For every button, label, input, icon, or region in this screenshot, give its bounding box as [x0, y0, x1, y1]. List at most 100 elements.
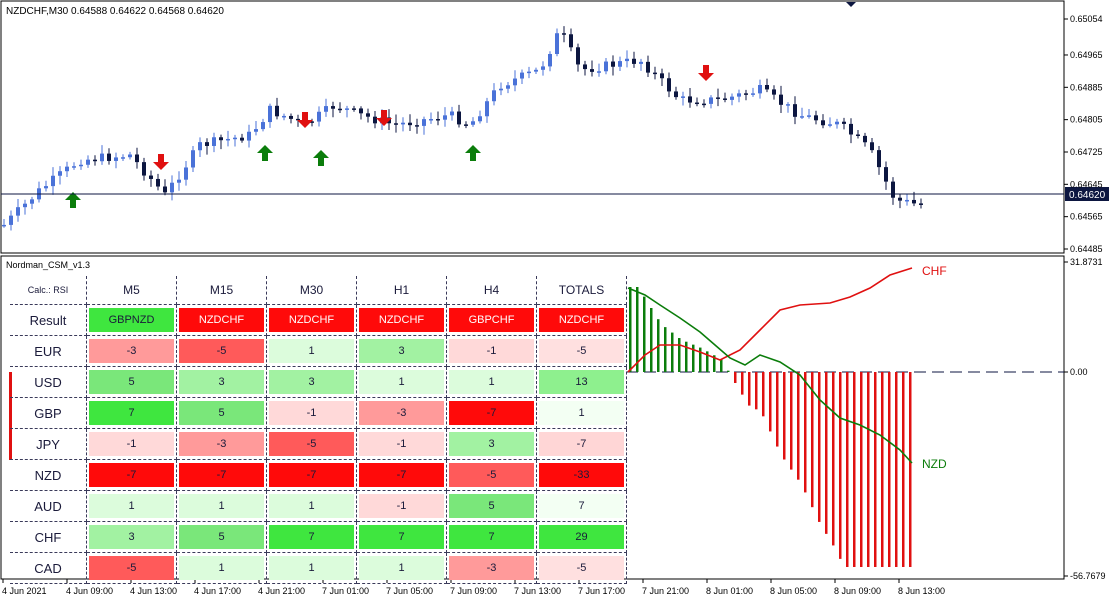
nzd-line-label: NZD — [922, 457, 947, 471]
value-cell: -5 — [269, 432, 354, 456]
time-axis: 4 Jun 2021 4 Jun 09:00 4 Jun 13:00 4 Jun 17… — [2, 579, 945, 596]
value-cell: -3 — [449, 556, 534, 580]
result-cell: NZDCHF — [179, 308, 264, 332]
time-axis-label: 7 Jun 09:00 — [450, 586, 497, 596]
table-header-row: Calc.: RSI M5 M15 M30 H1 H4 TOTALS — [10, 276, 627, 305]
time-axis-label: 7 Jun 05:00 — [386, 586, 433, 596]
buy-arrow-icon — [313, 150, 329, 166]
price-axis-label: 0.64645 — [1070, 179, 1103, 189]
value-cell: 1 — [269, 339, 354, 363]
time-axis-label: 4 Jun 09:00 — [66, 586, 113, 596]
row-label: AUD — [10, 491, 87, 522]
total-cell: 13 — [539, 370, 624, 394]
value-cell: 7 — [269, 525, 354, 549]
value-cell: 3 — [89, 525, 174, 549]
total-cell: 1 — [539, 401, 624, 425]
indicator-axis-label: -56.7679 — [1070, 571, 1106, 581]
price-axis-label: 0.64565 — [1070, 212, 1103, 222]
row-label: EUR — [10, 336, 87, 367]
value-cell: 3 — [179, 370, 264, 394]
nzd-strength-line — [627, 287, 913, 464]
value-cell: -7 — [179, 463, 264, 487]
current-price-text: 0.64620 — [1069, 190, 1106, 201]
total-cell: -33 — [539, 463, 624, 487]
indicator-axis: 31.8731 0.00 -56.7679 — [1064, 257, 1106, 581]
result-cell: NZDCHF — [269, 308, 354, 332]
value-cell: -5 — [179, 339, 264, 363]
chart-shift-icon[interactable] — [846, 2, 856, 7]
total-cell: -5 — [539, 556, 624, 580]
value-cell: 1 — [269, 494, 354, 518]
value-cell: 1 — [179, 556, 264, 580]
row-label: CAD — [10, 553, 87, 584]
time-axis-label: 7 Jun 01:00 — [322, 586, 369, 596]
value-cell: -3 — [179, 432, 264, 456]
price-axis-label: 0.64965 — [1070, 50, 1103, 60]
sell-arrow-icon — [698, 65, 714, 81]
sell-arrow-icon — [153, 154, 169, 170]
value-cell: -3 — [359, 401, 444, 425]
value-cell: -7 — [359, 463, 444, 487]
sell-arrow-icon — [376, 110, 392, 126]
time-axis-label: 4 Jun 13:00 — [130, 586, 177, 596]
column-header: M30 — [267, 276, 357, 305]
time-axis-label: 7 Jun 13:00 — [514, 586, 561, 596]
total-cell: 29 — [539, 525, 624, 549]
value-cell: -5 — [449, 463, 534, 487]
value-cell: 3 — [449, 432, 534, 456]
time-axis-label: 8 Jun 13:00 — [898, 586, 945, 596]
price-axis: 0.65054 0.64965 0.64885 0.64805 0.64725 0.646… — [1064, 14, 1103, 254]
indicator-title: Nordman_CSM_v1.3 — [6, 260, 90, 270]
table-row: AUD 1 1 1 -1 5 7 — [10, 491, 627, 522]
time-axis-label: 7 Jun 21:00 — [642, 586, 689, 596]
sell-arrow-icon — [297, 112, 313, 128]
value-cell: -1 — [269, 401, 354, 425]
signal-arrows — [65, 65, 714, 208]
indicator-axis-label: 31.8731 — [1070, 257, 1103, 267]
symbol-info: NZDCHF,M30 0.64588 0.64622 0.64568 0.646… — [6, 6, 224, 17]
table-row: JPY -1 -3 -5 -1 3 -7 — [10, 429, 627, 460]
value-cell: 1 — [359, 556, 444, 580]
value-cell: 7 — [449, 525, 534, 549]
table-row: CHF 3 5 7 7 7 29 — [10, 522, 627, 553]
currency-strength-table: Calc.: RSI M5 M15 M30 H1 H4 TOTALS Resul… — [10, 276, 627, 584]
value-cell: -1 — [359, 494, 444, 518]
result-cell: NZDCHF — [359, 308, 444, 332]
column-header: TOTALS — [537, 276, 627, 305]
value-cell: 3 — [359, 339, 444, 363]
price-axis-label: 0.65054 — [1070, 14, 1103, 24]
time-axis-label: 4 Jun 17:00 — [194, 586, 241, 596]
indicator-axis-label: 0.00 — [1070, 367, 1088, 377]
chf-strength-line — [627, 267, 913, 373]
calc-label: Calc.: RSI — [10, 276, 87, 305]
value-cell: 1 — [269, 556, 354, 580]
column-header: M5 — [87, 276, 177, 305]
value-cell: 1 — [449, 370, 534, 394]
time-axis-label: 4 Jun 21:00 — [258, 586, 305, 596]
value-cell: -7 — [269, 463, 354, 487]
time-axis-label: 8 Jun 09:00 — [834, 586, 881, 596]
value-cell: 7 — [89, 401, 174, 425]
value-cell: -1 — [89, 432, 174, 456]
price-axis-label: 0.64725 — [1070, 147, 1103, 157]
buy-arrow-icon — [65, 192, 81, 208]
price-axis-label: 0.64805 — [1070, 115, 1103, 125]
current-price-tag — [1065, 187, 1109, 201]
left-edge-bar — [9, 372, 12, 460]
value-cell: -5 — [89, 556, 174, 580]
row-label: NZD — [10, 460, 87, 491]
value-cell: 5 — [179, 401, 264, 425]
row-label: USD — [10, 367, 87, 398]
row-label: Result — [10, 305, 87, 336]
buy-arrow-icon — [257, 145, 273, 161]
result-cell: NZDCHF — [539, 308, 624, 332]
total-cell: 7 — [539, 494, 624, 518]
result-row: Result GBPNZD NZDCHF NZDCHF NZDCHF GBPCH… — [10, 305, 627, 336]
value-cell: 3 — [269, 370, 354, 394]
value-cell: -3 — [89, 339, 174, 363]
value-cell: 5 — [89, 370, 174, 394]
histogram-bars — [629, 287, 912, 567]
value-cell: 5 — [449, 494, 534, 518]
total-cell: -5 — [539, 339, 624, 363]
